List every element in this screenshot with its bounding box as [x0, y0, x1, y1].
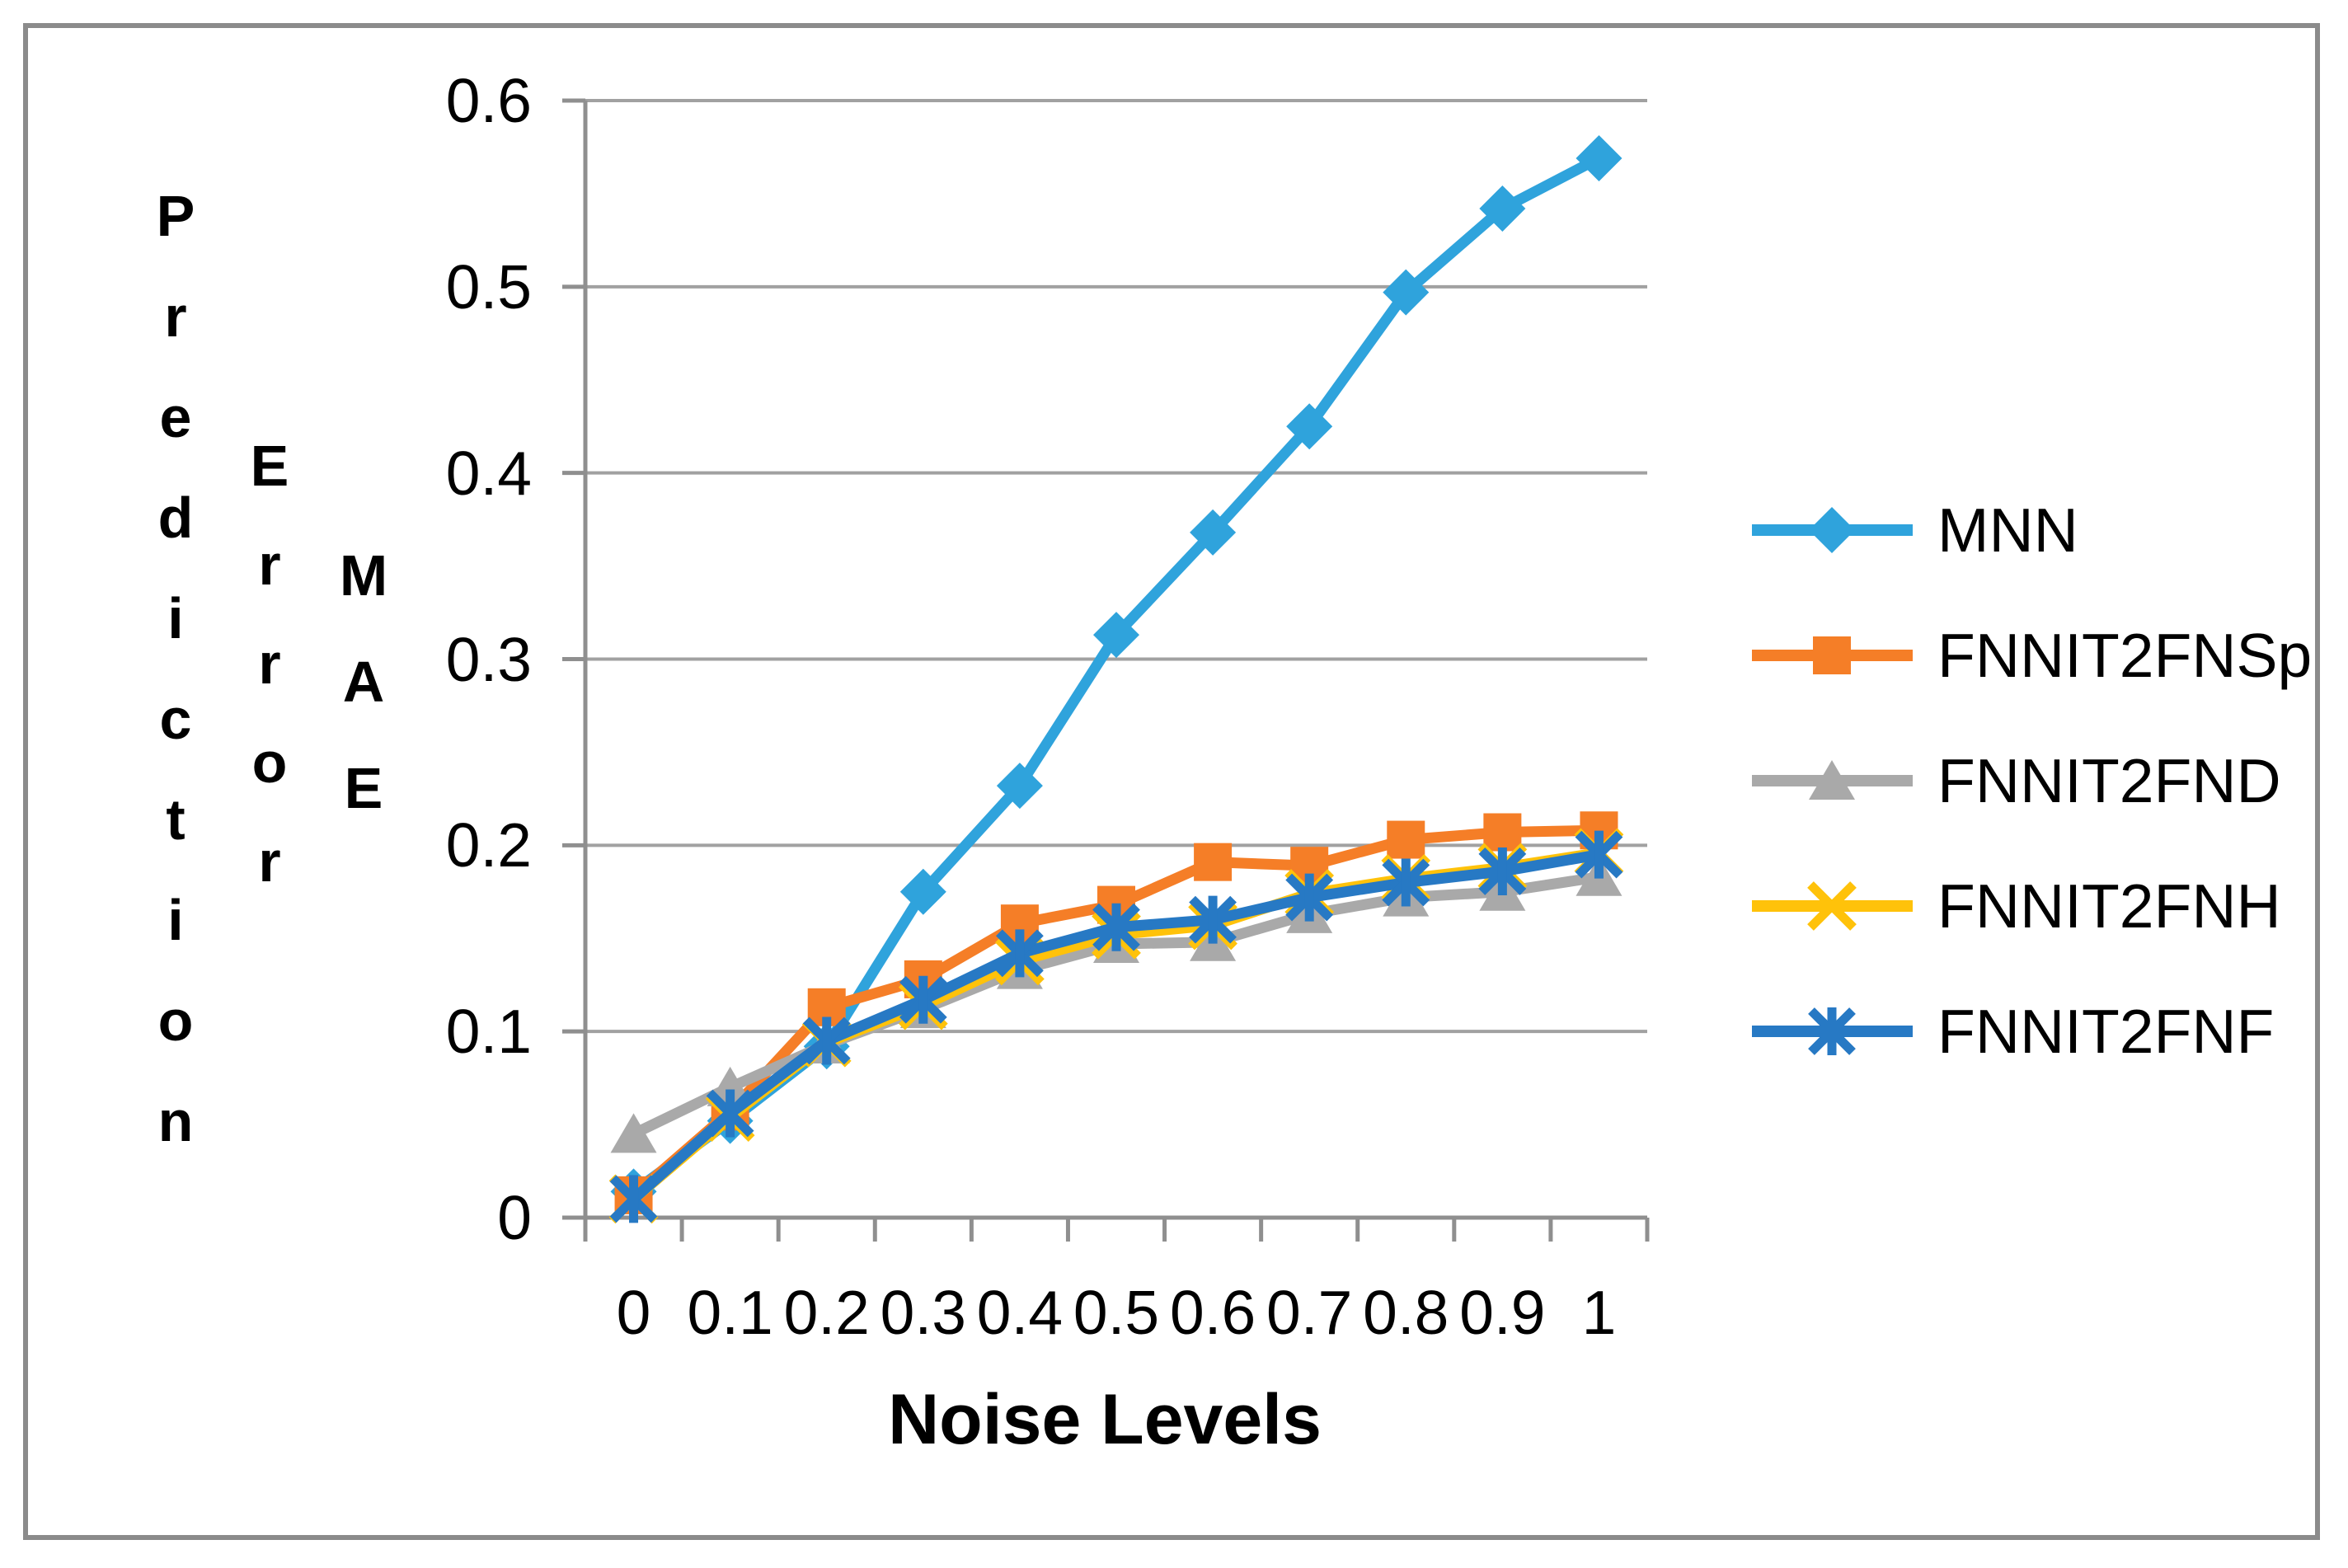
- x-tick-label: 0.4: [976, 1278, 1064, 1347]
- y-tick-label: 0.1: [445, 997, 532, 1067]
- x-tick-label: 0.3: [880, 1278, 966, 1347]
- y-axis-title-letter: r: [258, 631, 281, 696]
- y-tick-label: 0.2: [445, 810, 532, 880]
- square-marker: [1387, 820, 1425, 859]
- legend-label-FNNIT2FND: FNNIT2FND: [1937, 746, 2281, 815]
- y-axis-title-letter: n: [157, 1089, 194, 1153]
- x-tick-label: 0.2: [783, 1278, 870, 1347]
- y-axis-title-letter: i: [167, 888, 184, 952]
- y-tick-label: 0.4: [445, 438, 532, 508]
- y-axis-title-letter: A: [342, 650, 385, 714]
- y-axis-title-letter: o: [157, 988, 194, 1053]
- diamond-marker: [1809, 507, 1855, 553]
- diamond-marker: [899, 868, 946, 915]
- y-axis-title-letter: r: [258, 829, 281, 894]
- triangle-marker: [1809, 760, 1855, 800]
- series-line-FNNIT2FNSp: [628, 824, 1604, 1201]
- y-axis-title-letter: i: [167, 586, 184, 650]
- y-axis-title-letter: t: [166, 787, 185, 852]
- y-axis-title-letter: E: [250, 434, 289, 498]
- diamond-marker: [1286, 403, 1333, 450]
- x-tick-label: 0.5: [1073, 1278, 1160, 1347]
- x-tick-label: 0.6: [1169, 1278, 1256, 1347]
- x-tick-label: 0.1: [687, 1278, 773, 1347]
- legend-label-MNN: MNN: [1937, 495, 2078, 565]
- y-axis-title-letter: r: [258, 533, 281, 597]
- legend-label-FNNIT2FNH: FNNIT2FNH: [1937, 871, 2281, 941]
- diamond-marker: [1190, 509, 1237, 556]
- legend-label-FNNIT2FNF: FNNIT2FNF: [1937, 997, 2275, 1066]
- square-marker: [1483, 813, 1522, 852]
- legend-label-FNNIT2FNSp: FNNIT2FNSp: [1937, 621, 2313, 690]
- y-tick-label: 0.5: [445, 251, 532, 322]
- x-tick-label: 0.8: [1363, 1278, 1449, 1347]
- x-axis-title: Noise Levels: [888, 1380, 1322, 1459]
- x-tick-label: 0.7: [1266, 1278, 1353, 1347]
- diamond-marker: [1093, 612, 1139, 659]
- y-tick-label: 0: [497, 1183, 532, 1252]
- square-marker: [1813, 636, 1851, 674]
- y-axis-title-letter: d: [157, 486, 194, 550]
- y-axis-title-letter: M: [339, 543, 388, 608]
- chart-border: [23, 23, 2320, 1540]
- x-marker: [1807, 881, 1857, 931]
- diamond-marker: [1383, 269, 1430, 316]
- y-tick-label: 0.6: [445, 66, 532, 135]
- x-tick-label: 1: [1581, 1278, 1617, 1347]
- x-tick-label: 0: [616, 1278, 651, 1347]
- triangle-marker: [610, 1113, 657, 1153]
- y-axis-title-letter: P: [156, 184, 195, 248]
- square-marker: [1194, 843, 1233, 881]
- x-tick-label: 0.9: [1459, 1278, 1546, 1347]
- diamond-marker: [1576, 135, 1622, 182]
- series-line-MNN: [628, 153, 1604, 1197]
- y-axis-title-letter: o: [251, 730, 288, 795]
- y-axis-title-letter: c: [159, 687, 192, 751]
- y-axis-title-letter: E: [344, 756, 383, 820]
- diamond-marker: [1479, 185, 1526, 232]
- y-tick-label: 0.3: [445, 624, 532, 694]
- y-axis-title-letter: r: [164, 284, 187, 349]
- y-axis-title-letter: e: [159, 385, 192, 449]
- diamond-marker: [996, 763, 1043, 810]
